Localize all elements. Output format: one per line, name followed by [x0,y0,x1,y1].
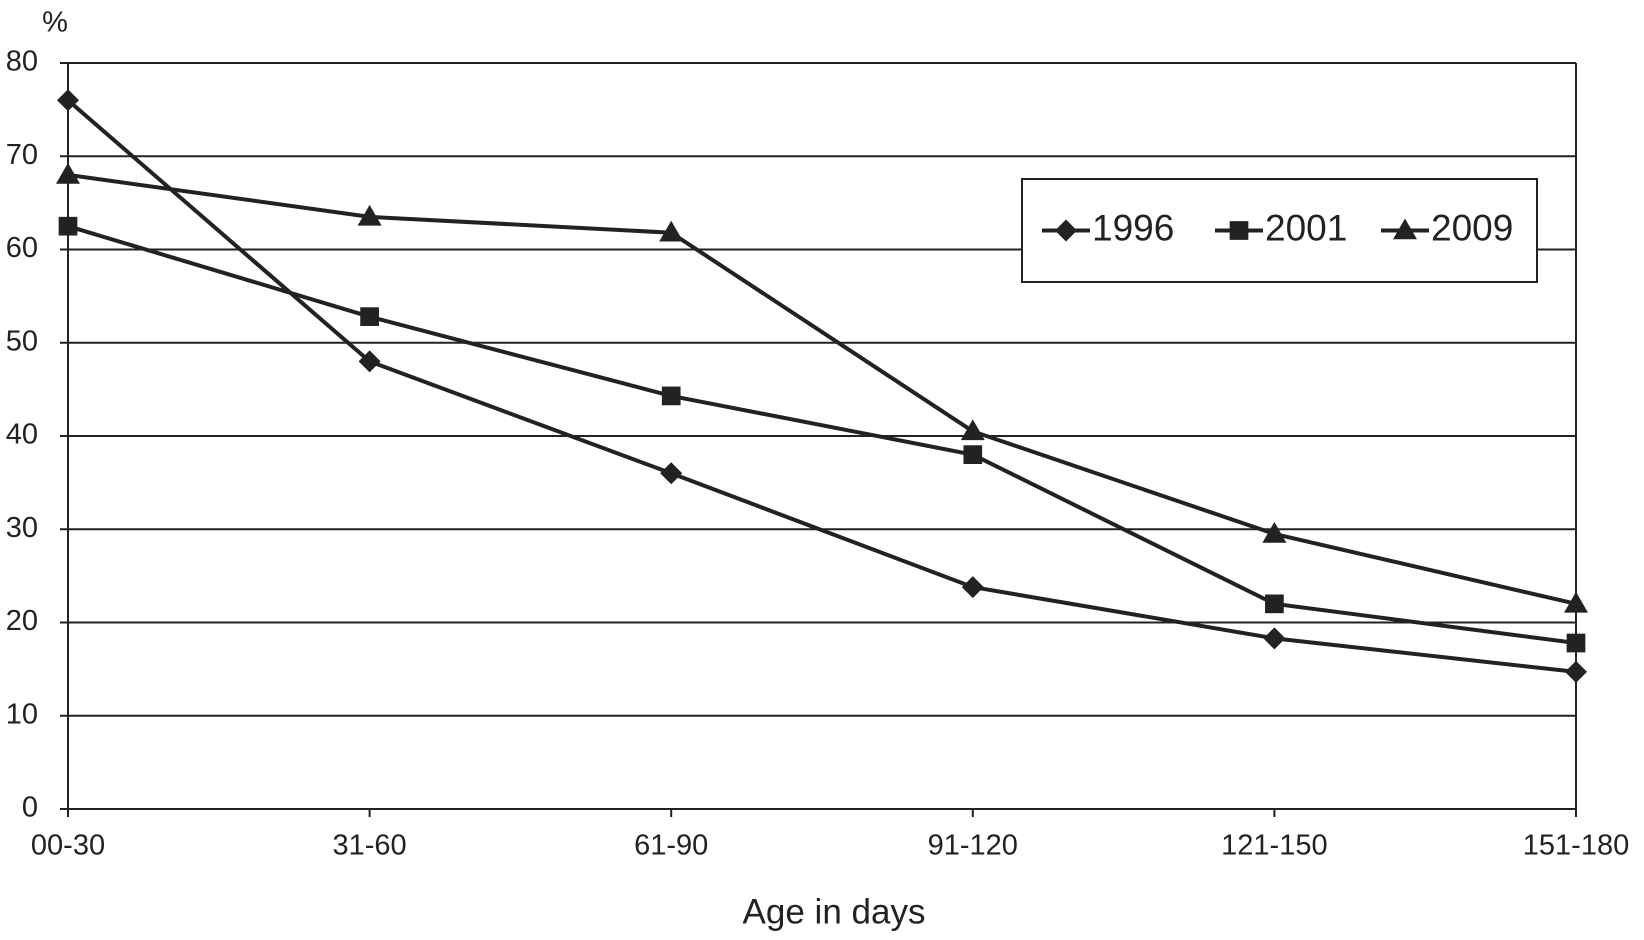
legend-label: 2009 [1431,207,1513,248]
legend-marker [1229,221,1249,240]
legend-label: 1996 [1092,207,1174,248]
marker [57,89,79,112]
x-axis-label: Age in days [743,892,926,931]
legend-label: 2001 [1265,207,1347,248]
marker [58,216,78,236]
y-tick-label: 0 [22,792,38,824]
y-tick-label: 60 [6,232,38,264]
series-line [66,98,1577,674]
marker [1262,521,1287,543]
legend-marker [1393,218,1417,240]
series-line [67,224,1577,645]
legend-box [1021,178,1538,283]
x-tick-label: 61-90 [634,830,708,862]
marker [960,419,985,441]
marker [961,576,984,599]
legend-marker [1055,219,1077,242]
marker [1566,633,1586,653]
marker [358,350,381,373]
x-tick-label: 31-60 [333,830,407,862]
x-tick-label: 91-120 [928,830,1018,862]
x-tick-label: 121-150 [1221,830,1327,862]
series-line [67,172,1577,606]
marker [661,386,681,406]
y-tick-label: 10 [6,698,38,730]
marker [659,220,684,242]
marker [56,162,80,184]
y-axis-label: % [42,7,68,39]
y-tick-label: 80 [6,46,38,78]
marker [660,462,683,485]
marker [360,307,379,326]
y-tick-label: 70 [6,139,38,171]
marker [357,204,382,226]
x-tick-label: 00-30 [31,830,105,862]
marker [1564,591,1588,613]
marker [1263,627,1286,650]
y-tick-label: 40 [6,419,38,451]
marker [1265,594,1284,614]
marker [1565,660,1587,683]
y-tick-label: 30 [6,512,38,544]
x-tick-label: 151-180 [1523,830,1629,862]
marker [963,445,983,464]
y-tick-label: 20 [6,605,38,637]
y-tick-label: 50 [6,325,38,357]
